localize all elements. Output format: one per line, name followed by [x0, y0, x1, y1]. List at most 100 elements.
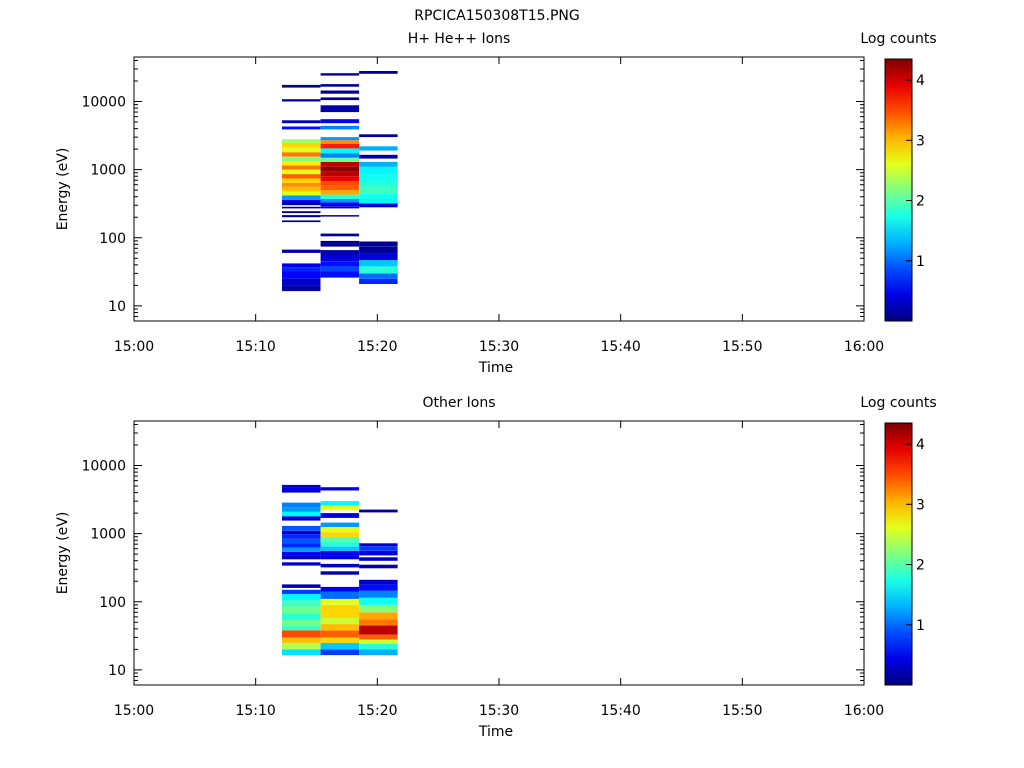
- x-tick-label: 16:00: [844, 703, 884, 719]
- heatmap-cell: [320, 84, 360, 87]
- heatmap-cell: [359, 246, 398, 254]
- x-tick-label: 15:10: [235, 339, 275, 355]
- x-tick-label: 15:50: [722, 339, 762, 355]
- heatmap-cell: [282, 600, 321, 607]
- heatmap-cells: [282, 71, 398, 292]
- heatmap-cell: [320, 546, 360, 551]
- chart-title: H+ He++ Ions: [408, 31, 511, 47]
- heatmap-cell: [359, 181, 398, 188]
- x-tick-label: 15:30: [479, 703, 519, 719]
- heatmap-cell: [282, 199, 321, 203]
- heatmap-cell: [282, 165, 321, 170]
- heatmap-cell: [359, 546, 398, 551]
- heatmap-cell: [359, 260, 398, 267]
- heatmap-cell: [282, 147, 321, 153]
- heatmap-cell: [359, 634, 398, 640]
- heatmap-cell: [320, 105, 360, 113]
- heatmap-cell: [359, 266, 398, 274]
- panel-bottom: 15:00 15:10 15:20 15:30 15:40 15:50 16:00 10 100…: [55, 395, 937, 740]
- heatmap-cell: [282, 220, 321, 223]
- heatmap-cell: [282, 487, 321, 493]
- heatmap-cell: [320, 630, 360, 638]
- heatmap-cell: [320, 505, 360, 511]
- x-tick-label: 16:00: [844, 339, 884, 355]
- heatmap-cell: [359, 649, 398, 656]
- heatmap-cell: [282, 637, 321, 643]
- heatmap-cell: [320, 140, 360, 144]
- heatmap-cell: [282, 484, 321, 488]
- heatmap-cell: [359, 273, 398, 279]
- y-tick-label: 100: [99, 595, 126, 611]
- heatmap-cell: [359, 639, 398, 644]
- heatmap-cell: [359, 579, 398, 585]
- heatmap-cell: [320, 137, 360, 141]
- heatmap-cell: [282, 139, 321, 144]
- heatmap-cell: [282, 285, 321, 292]
- heatmap-cell: [359, 584, 398, 591]
- heatmap-cell: [320, 266, 360, 272]
- x-tick-label: 15:40: [600, 703, 640, 719]
- heatmap-cell: [282, 278, 321, 286]
- heatmap-cell: [320, 199, 360, 203]
- heatmap-cell: [359, 550, 398, 556]
- colorbar-tick-label: 2: [916, 194, 925, 210]
- heatmap-cell: [320, 513, 360, 518]
- heatmap-cell: [282, 126, 321, 130]
- y-tick-label: 10: [108, 299, 126, 315]
- colorbar-tick-label: 3: [916, 497, 925, 513]
- colorbar-label: Log counts: [860, 31, 936, 47]
- heatmap-cell: [320, 148, 360, 154]
- heatmap-cell: [359, 597, 398, 605]
- heatmap-cell: [282, 99, 321, 102]
- heatmap-cell: [282, 211, 321, 214]
- heatmap-cell: [282, 649, 321, 656]
- heatmap-cell: [282, 120, 321, 124]
- colorbar-scale: [884, 58, 913, 322]
- colorbar-tick-label: 4: [916, 73, 925, 89]
- heatmap-cell: [359, 146, 398, 151]
- heatmap-cell: [282, 507, 321, 512]
- x-axis-label: Time: [478, 724, 513, 740]
- heatmap-cell: [282, 525, 321, 531]
- heatmap-cell: [320, 240, 360, 244]
- heatmap-cell: [282, 534, 321, 539]
- heatmap-cell: [320, 250, 360, 256]
- heatmap-cell: [320, 233, 360, 237]
- heatmap-cell: [320, 617, 360, 625]
- heatmap-cell: [282, 613, 321, 620]
- heatmap-cell: [359, 557, 398, 561]
- heatmap-cell: [320, 143, 360, 149]
- colorbar: 1 2 3 4 Log counts: [860, 31, 937, 322]
- heatmap-cell: [359, 193, 398, 200]
- heatmap-cell: [320, 536, 360, 542]
- y-tick-label: 10000: [81, 95, 126, 111]
- x-tick-label: 15:40: [600, 339, 640, 355]
- heatmap-cell: [320, 501, 360, 506]
- heatmap-cell: [359, 166, 398, 175]
- heatmap-cell: [282, 267, 321, 272]
- heatmap-cell: [320, 202, 360, 207]
- heatmap-cell: [359, 604, 398, 613]
- heatmap-cell: [282, 562, 321, 566]
- colorbar-scale: [884, 422, 913, 686]
- heatmap-cell: [359, 241, 398, 247]
- y-tick-label: 1000: [90, 527, 126, 543]
- heatmap-cell: [282, 84, 321, 88]
- heatmap-cell: [320, 161, 360, 167]
- heatmap-cell: [359, 187, 398, 194]
- heatmap-cell: [282, 143, 321, 148]
- y-tick-label: 100: [99, 231, 126, 247]
- heatmap-cell: [282, 625, 321, 631]
- heatmap-cell: [359, 154, 398, 159]
- y-axis-label: Energy (eV): [55, 148, 71, 231]
- heatmap-cell: [282, 161, 321, 166]
- heatmap-cell: [359, 71, 398, 74]
- colorbar-tick-label: 4: [916, 437, 925, 453]
- heatmap-cell: [320, 604, 360, 612]
- heatmap-cell: [320, 97, 360, 101]
- x-tick-label: 15:20: [357, 339, 397, 355]
- heatmap-cell: [282, 606, 321, 614]
- heatmap-cell: [320, 522, 360, 527]
- heatmap-cell: [282, 642, 321, 650]
